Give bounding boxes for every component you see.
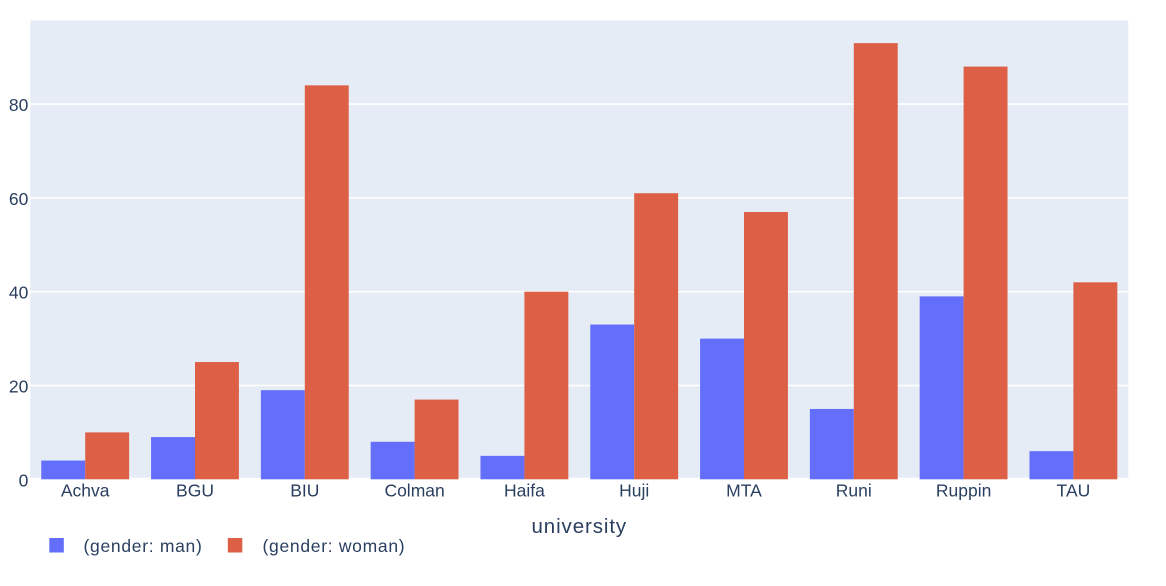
svg-text:Achva: Achva <box>61 481 110 501</box>
svg-text:60: 60 <box>9 189 29 209</box>
svg-text:20: 20 <box>9 377 29 397</box>
svg-text:40: 40 <box>9 283 29 303</box>
svg-text:80: 80 <box>9 95 29 115</box>
svg-text:0: 0 <box>19 470 29 490</box>
svg-text:Huji: Huji <box>619 481 649 501</box>
svg-text:MTA: MTA <box>726 481 762 501</box>
svg-text:Ruppin: Ruppin <box>936 481 991 501</box>
svg-text:university: university <box>532 515 628 538</box>
svg-text:Colman: Colman <box>384 481 444 501</box>
svg-text:Runi: Runi <box>836 481 872 501</box>
svg-text:BGU: BGU <box>176 481 214 501</box>
svg-text:Haifa: Haifa <box>504 481 545 501</box>
svg-text:(gender: woman): (gender: woman) <box>263 536 406 556</box>
svg-text:TAU: TAU <box>1057 481 1091 501</box>
svg-text:(gender: man): (gender: man) <box>84 536 203 556</box>
svg-text:BIU: BIU <box>290 481 319 501</box>
